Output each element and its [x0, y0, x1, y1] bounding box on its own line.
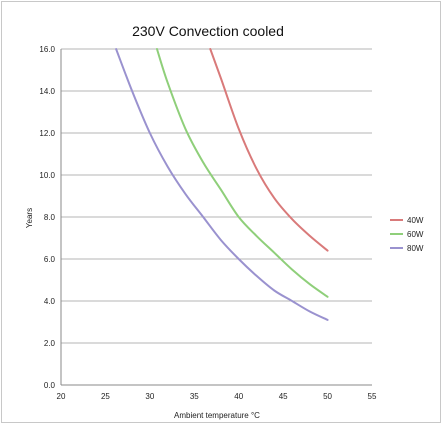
series-line-40W [209, 48, 329, 252]
x-tick-label: 50 [323, 392, 332, 401]
y-tick-labels: 0.0 2.0 4.0 6.0 8.0 10.0 12.0 14.0 16.0 [39, 45, 55, 390]
y-tick-label: 10.0 [39, 171, 55, 180]
axes [60, 49, 372, 386]
x-tick-label: 55 [368, 392, 377, 401]
x-axis-label: Ambient temperature °C [174, 411, 260, 420]
y-tick-label: 16.0 [39, 45, 55, 54]
legend-label-40W: 40W [407, 216, 424, 225]
y-tick-label: 14.0 [39, 87, 55, 96]
y-tick-label: 0.0 [44, 381, 56, 390]
y-tick-label: 2.0 [44, 339, 56, 348]
grid-lines [61, 48, 372, 386]
series-line-60W [155, 48, 329, 298]
y-tick-label: 8.0 [44, 213, 56, 222]
y-tick-label: 6.0 [44, 255, 56, 264]
x-tick-labels: 20 25 30 35 40 45 50 55 [57, 392, 377, 401]
y-axis-label: Years [25, 208, 34, 228]
x-tick-label: 30 [145, 392, 154, 401]
y-tick-label: 4.0 [44, 297, 56, 306]
legend-label-60W: 60W [407, 230, 424, 239]
series-line-80W [115, 48, 329, 321]
x-tick-label: 35 [190, 392, 199, 401]
x-tick-label: 45 [279, 392, 288, 401]
x-tick-label: 20 [57, 392, 66, 401]
legend: 40W 60W 80W [390, 216, 424, 253]
x-tick-label: 40 [234, 392, 243, 401]
chart-title: 230V Convection cooled [132, 23, 284, 39]
x-tick-label: 25 [101, 392, 110, 401]
series-lines [115, 48, 329, 321]
y-tick-label: 12.0 [39, 129, 55, 138]
legend-label-80W: 80W [407, 244, 424, 253]
